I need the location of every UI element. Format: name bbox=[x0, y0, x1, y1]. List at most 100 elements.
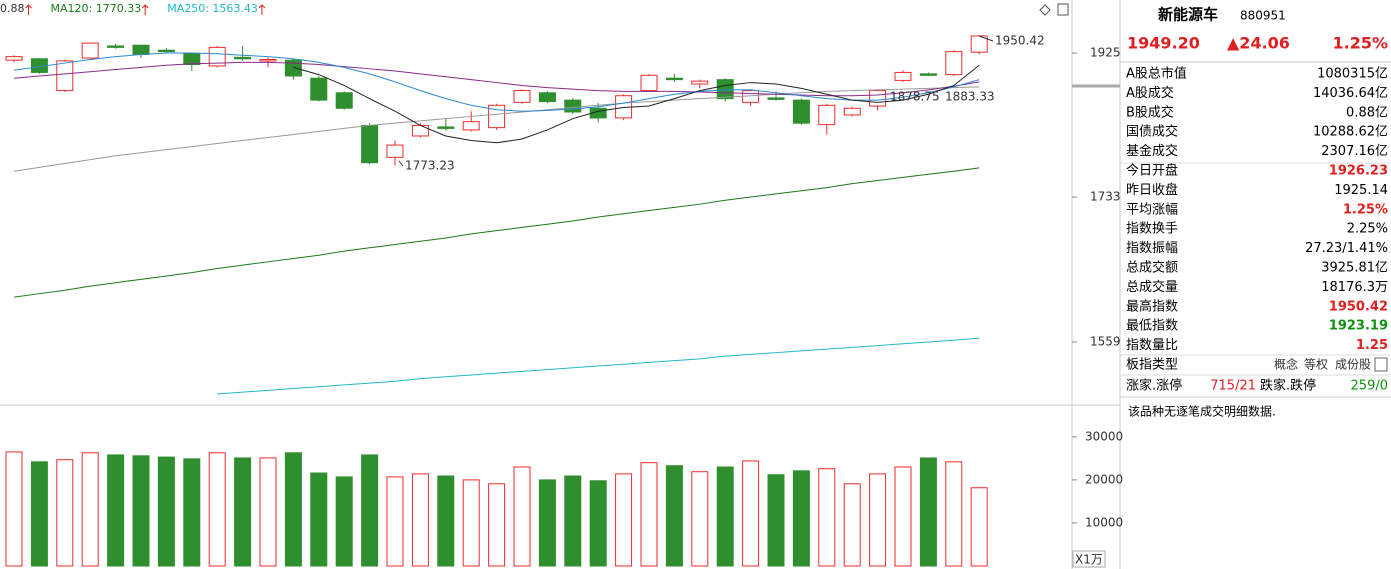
y-tick-label: 10000 bbox=[1085, 515, 1123, 529]
annotation: 1883.33 bbox=[945, 90, 995, 104]
volume-bar bbox=[361, 454, 379, 567]
candle-body bbox=[691, 80, 709, 85]
y-tick-label: 1925 bbox=[1090, 46, 1121, 60]
annotation: 1950.42 bbox=[995, 34, 1045, 48]
volume-bar bbox=[234, 457, 252, 567]
candle-body bbox=[56, 60, 74, 92]
row-label: 平均涨幅 bbox=[1126, 202, 1178, 217]
candle-body bbox=[767, 97, 785, 100]
candle-body bbox=[869, 90, 887, 107]
row-label: 指数振幅 bbox=[1126, 241, 1178, 256]
candle-body bbox=[640, 74, 658, 92]
ma-line bbox=[13, 52, 980, 112]
volume-bar bbox=[30, 461, 48, 567]
volume-bar bbox=[742, 460, 760, 567]
annotation-arrow bbox=[978, 35, 994, 42]
candle-body bbox=[107, 45, 125, 48]
type-option[interactable]: 等权 bbox=[1304, 358, 1328, 372]
volume-bar bbox=[81, 452, 99, 567]
volume-bar bbox=[665, 465, 683, 567]
volume-bar bbox=[310, 472, 328, 567]
candle-body bbox=[462, 121, 480, 131]
candle-body bbox=[818, 104, 836, 126]
candle-body bbox=[665, 77, 683, 81]
row-label: 今日开盘 bbox=[1126, 163, 1178, 179]
row-value: 1.25% bbox=[1343, 202, 1388, 217]
volume-bar bbox=[691, 471, 709, 567]
row-value: 3925.81亿 bbox=[1321, 261, 1388, 276]
unit-label: X1万 bbox=[1075, 553, 1103, 567]
row-label: 指数换手 bbox=[1126, 222, 1178, 237]
candle-body bbox=[284, 59, 302, 77]
row-label: 昨日收盘 bbox=[1126, 182, 1178, 198]
change: ▲24.06 bbox=[1227, 34, 1290, 53]
candle-body bbox=[843, 107, 861, 116]
candle-body bbox=[310, 77, 328, 101]
legend-entry: MA250: 1563.43 bbox=[167, 2, 258, 15]
candle-body bbox=[564, 99, 582, 113]
volume-bar bbox=[640, 462, 658, 567]
volume-bar bbox=[386, 476, 404, 567]
row-label: 基金成交 bbox=[1126, 143, 1178, 159]
volume-bar bbox=[335, 476, 353, 567]
volume-bar bbox=[259, 457, 277, 567]
candle-body bbox=[132, 44, 150, 55]
panel-title: 新能源车 bbox=[1158, 6, 1218, 24]
volume-bar bbox=[5, 451, 23, 567]
y-tick-label: 30000 bbox=[1085, 429, 1123, 443]
row-value: 1080315亿 bbox=[1317, 67, 1388, 82]
candle-body bbox=[488, 104, 506, 129]
candle-body bbox=[259, 58, 277, 62]
row-label: A股成交 bbox=[1126, 85, 1174, 101]
ma-line bbox=[13, 61, 980, 97]
row-label: 总成交额 bbox=[1126, 260, 1178, 276]
row-value: 1923.19 bbox=[1329, 319, 1388, 334]
type-option[interactable]: 成份股 bbox=[1335, 358, 1371, 372]
note: 该品种无逐笔成交明细数据. bbox=[1128, 404, 1276, 419]
volume-bar bbox=[513, 466, 531, 567]
candle-body bbox=[538, 92, 556, 103]
type-label: 板指类型 bbox=[1126, 358, 1178, 373]
candle-body bbox=[81, 42, 99, 59]
candle-body bbox=[716, 79, 734, 100]
legend-entry: 0.88 bbox=[0, 2, 25, 15]
panel-code: 880951 bbox=[1240, 9, 1286, 23]
breadth-down: 259/0 bbox=[1351, 379, 1388, 394]
volume-bar bbox=[488, 483, 506, 567]
row-label: 最低指数 bbox=[1126, 319, 1178, 334]
info-panel: 新能源车 880951 1949.20 ▲24.06 1.25% 板指类型 涨家… bbox=[1120, 6, 1391, 419]
row-value: 1950.42 bbox=[1329, 299, 1388, 314]
row-value: 0.88亿 bbox=[1346, 105, 1388, 120]
legend-arrow bbox=[25, 4, 32, 15]
volume-bar bbox=[615, 473, 633, 567]
candle-body bbox=[335, 92, 353, 109]
price: 1949.20 bbox=[1127, 34, 1200, 53]
candle-body bbox=[157, 49, 175, 53]
row-value: 27.23/1.41% bbox=[1305, 241, 1388, 256]
row-value: 1926.23 bbox=[1329, 164, 1388, 179]
annotation-arrow bbox=[398, 160, 404, 167]
annotation: 1773.23 bbox=[405, 159, 455, 173]
row-value: 2.25% bbox=[1347, 222, 1388, 237]
volume-bar bbox=[462, 479, 480, 567]
volume-bar bbox=[437, 475, 455, 567]
volume-bar bbox=[818, 468, 836, 567]
volume-bar bbox=[132, 455, 150, 567]
tool-icon[interactable] bbox=[1057, 3, 1069, 16]
row-value: 1925.14 bbox=[1334, 183, 1388, 198]
row-value: 18176.3万 bbox=[1321, 280, 1388, 295]
volume-bar bbox=[843, 483, 861, 567]
volume-bar bbox=[157, 456, 175, 567]
tool-icon[interactable] bbox=[1039, 4, 1051, 16]
volume-bar bbox=[183, 458, 201, 567]
candle-body bbox=[437, 126, 455, 129]
row-value: 10288.62亿 bbox=[1313, 125, 1388, 140]
change-pct: 1.25% bbox=[1332, 34, 1388, 53]
ma-line bbox=[293, 64, 980, 144]
volume-bar bbox=[869, 473, 887, 567]
type-option[interactable]: 概念 bbox=[1274, 357, 1298, 372]
row-label: B股成交 bbox=[1126, 104, 1174, 120]
volume-bar bbox=[538, 479, 556, 567]
volume-bar bbox=[589, 480, 607, 567]
candle-body bbox=[386, 144, 404, 158]
